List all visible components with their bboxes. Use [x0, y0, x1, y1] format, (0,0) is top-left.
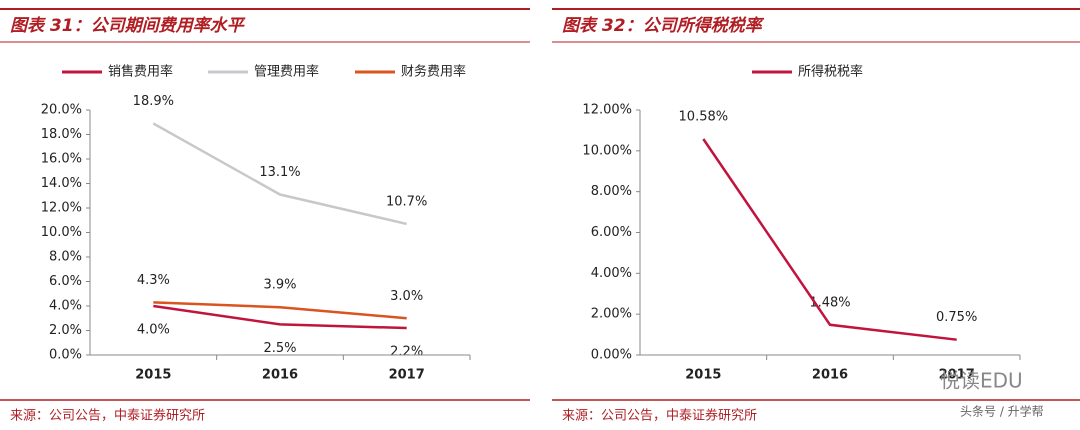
- y-tick-label: 18.0%: [41, 127, 82, 142]
- legend-label: 销售费用率: [108, 64, 173, 80]
- y-tick-label: 8.0%: [49, 250, 82, 265]
- series-line: [153, 301, 407, 320]
- data-label: 3.9%: [263, 278, 296, 293]
- chart-title: 图表 31：公司期间费用率水平: [10, 16, 246, 36]
- data-label: 2.5%: [263, 341, 296, 356]
- y-tick-label: 2.00%: [591, 307, 632, 322]
- x-tick-label: 2017: [939, 368, 975, 383]
- data-label: 2.2%: [390, 345, 423, 360]
- y-tick-label: 10.00%: [582, 143, 632, 158]
- x-tick-label: 2015: [135, 368, 171, 383]
- y-tick-label: 12.00%: [582, 103, 632, 118]
- series-line: [702, 138, 957, 341]
- x-tick-label: 2017: [389, 368, 425, 383]
- y-tick-label: 6.0%: [49, 274, 82, 289]
- data-label: 1.48%: [809, 295, 850, 310]
- data-label: 3.0%: [390, 289, 423, 304]
- data-label: 10.58%: [679, 109, 729, 124]
- y-tick-label: 0.00%: [591, 348, 632, 363]
- watermark-brand: 悦读EDU: [940, 369, 1023, 393]
- y-tick-label: 14.0%: [41, 176, 82, 191]
- y-tick-label: 8.00%: [591, 184, 632, 199]
- y-tick-label: 20.0%: [41, 103, 82, 118]
- x-tick-label: 2016: [262, 368, 298, 383]
- legend-label: 所得税税率: [798, 64, 863, 80]
- y-tick-label: 6.00%: [591, 225, 632, 240]
- data-label: 13.1%: [259, 165, 300, 180]
- series-line: [153, 304, 407, 330]
- x-tick-label: 2015: [685, 368, 721, 383]
- legend-label: 财务费用率: [401, 64, 466, 80]
- data-label: 10.7%: [386, 194, 427, 209]
- data-label: 0.75%: [936, 310, 977, 325]
- legend-label: 管理费用率: [254, 64, 319, 80]
- y-tick-label: 10.0%: [41, 225, 82, 240]
- y-tick-label: 16.0%: [41, 152, 82, 167]
- chart-title: 图表 32：公司所得税税率: [562, 16, 765, 36]
- series-line: [152, 122, 407, 226]
- y-tick-label: 4.0%: [49, 299, 82, 314]
- data-label: 18.9%: [133, 94, 174, 109]
- watermark-credit: 头条号 / 升学帮: [960, 404, 1044, 419]
- data-label: 4.0%: [137, 323, 170, 338]
- y-tick-label: 12.0%: [41, 201, 82, 216]
- y-tick-label: 2.0%: [49, 323, 82, 338]
- source: 来源：公司公告，中泰证券研究所: [10, 408, 205, 424]
- y-tick-label: 4.00%: [591, 266, 632, 281]
- data-label: 4.3%: [137, 273, 170, 288]
- x-tick-label: 2016: [812, 368, 848, 383]
- source: 来源：公司公告，中泰证券研究所: [562, 408, 757, 424]
- y-tick-label: 0.0%: [49, 348, 82, 363]
